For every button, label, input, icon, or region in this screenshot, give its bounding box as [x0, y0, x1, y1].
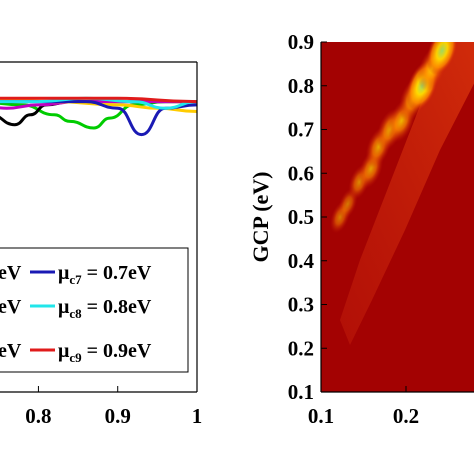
heatmap-y-tick-label: 0.9: [288, 30, 314, 54]
legend-label-c8: μc8 = 0.8eV: [58, 296, 152, 321]
heatmap-y-tick-label: 0.2: [288, 336, 314, 360]
left-x-tick-label: 0.8: [25, 404, 51, 428]
heatmap-y-tick-label: 0.3: [288, 293, 314, 317]
heatmap-y-tick-label: 0.5: [288, 205, 314, 229]
heatmap-x-tick-label: 0.2: [393, 404, 419, 428]
heatmap-y-tick-label: 0.6: [288, 161, 314, 185]
series-line-c8: [0, 96, 198, 110]
left-x-tick-label: 0.9: [105, 404, 131, 428]
legend-label-c7: μc7 = 0.7eV: [58, 262, 152, 287]
legend-prefix-text: eV: [0, 340, 22, 362]
heatmap-y-tick-label: 0.4: [288, 249, 315, 273]
left-series-lines: [0, 96, 198, 137]
heatmap-y-ticks: 0.1 0.2 0.3 0.4 0.5 0.6 0.7 0.8 0.9: [288, 30, 327, 404]
legend-label-c9: μc9 = 0.9eV: [58, 340, 152, 365]
legend-prefix-text: eV: [0, 296, 22, 318]
heatmap-y-tick-label: 0.1: [288, 380, 314, 404]
legend-prefix-text: eV: [0, 262, 22, 284]
left-x-ticks: 0.8 0.9 1: [25, 386, 202, 428]
heatmap-y-tick-label: 0.7: [288, 118, 314, 142]
legend: eV μc7 = 0.7eV eV μc8 = 0.8eV eV μc9 = 0.9eV: [0, 247, 189, 373]
heatmap-x-ticks: 0.1 0.2: [308, 386, 419, 428]
heatmap-y-tick-label: 0.8: [288, 74, 314, 98]
heatmap-ridge: [340, 42, 474, 345]
heatmap-hotspot-10: [426, 42, 458, 75]
series-line-c9: [0, 96, 198, 104]
heatmap-y-axis-label: GCP (eV): [248, 171, 273, 262]
left-line-chart: 0.8 0.9 1 eV μc7 = 0.7eV eV μc8 = 0.8eV eV μc9 …: [0, 61, 202, 428]
heatmap-hotspots: [330, 42, 458, 234]
right-heatmap: 0.1 0.2 0.3 0.4 0.5 0.6 0.7 0.8 0.9 0.1 0.2 GCP (…: [248, 30, 474, 428]
left-x-tick-label: 1: [192, 404, 203, 428]
heatmap-x-tick-label: 0.1: [308, 404, 334, 428]
